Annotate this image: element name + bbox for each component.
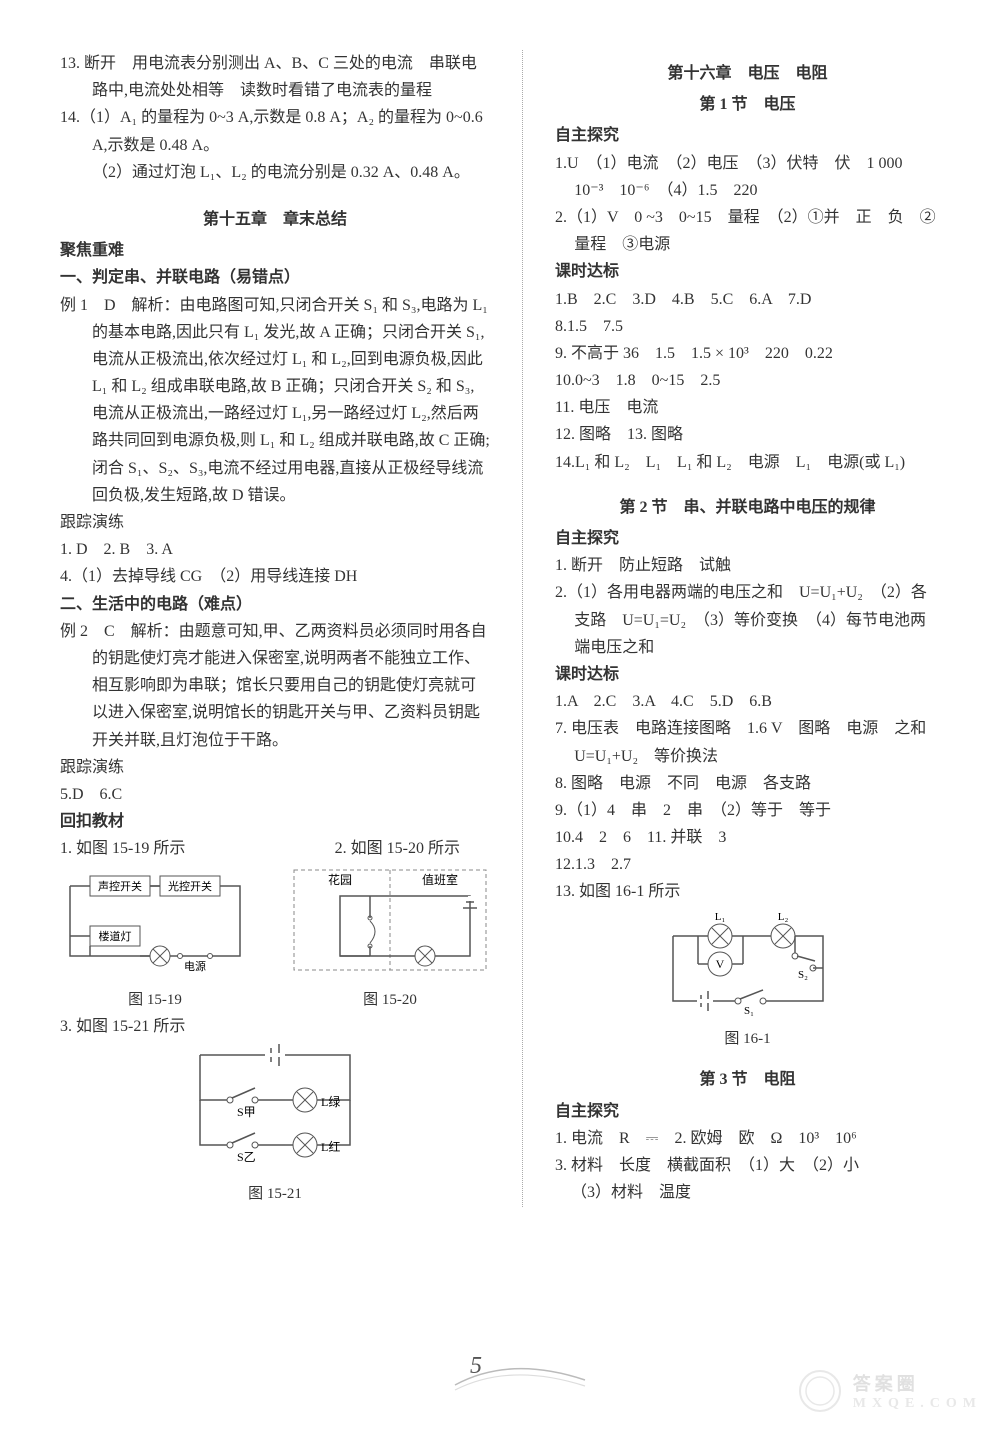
ans-5-6: 5.D 6.C — [60, 781, 490, 808]
section-2-heading: 二、生活中的电路（难点） — [60, 591, 490, 618]
label-s1: S₁ — [744, 1005, 754, 1016]
ans-1-3: 1. D 2. B 3. A — [60, 536, 490, 563]
label-s-yi: S乙 — [237, 1150, 256, 1164]
section-3-title: 第 3 节 电阻 — [555, 1066, 940, 1093]
s2-b10: 10.4 2 6 11. 并联 3 — [555, 824, 940, 851]
diagrams-row-1: 声控开关 光控开关 楼道灯 电源 图 15-19 花园 值班室 — [60, 866, 490, 1013]
label-l1: L₁ — [714, 911, 725, 923]
column-divider — [522, 50, 523, 1207]
figure-15-21: S甲 S乙 L绿 L红 图 15-21 — [185, 1040, 365, 1207]
label-l-green: L绿 — [321, 1094, 340, 1109]
s2-b12: 12.1.3 2.7 — [555, 851, 940, 878]
s1-a2: 2.（1）V 0 ~3 0~15 量程 （2）①并 正 负 ②量程 ③电源 — [555, 204, 940, 258]
s2-b7: 7. 电压表 电路连接图略 1.6 V 图略 电源 之和 U=U₁+U₂ 等价换… — [555, 715, 940, 769]
s1-b1: 1.B 2.C 3.D 4.B 5.C 6.A 7.D — [555, 286, 940, 313]
s3-a3: 3. 材料 长度 横截面积 （1）大 （2）小 — [555, 1152, 940, 1179]
ksdb-heading-2: 课时达标 — [555, 661, 940, 688]
page-swoosh-icon — [450, 1360, 590, 1396]
ans-4: 4.（1）去掉导线 CG （2）用导线连接 DH — [60, 563, 490, 590]
label-s2: S₂ — [798, 969, 808, 981]
right-column: 第十六章 电压 电阻 第 1 节 电压 自主探究 1.U （1）电流 （2）电压… — [555, 50, 940, 1207]
figure-15-20: 花园 值班室 — [290, 866, 490, 1013]
page-root: 13. 断开 用电流表分别测出 A、B、C 三处的电流 串联电路中,电流处处相等… — [0, 0, 1000, 1432]
label-voltmeter: V — [715, 957, 724, 971]
s2-a1: 1. 断开 防止短路 试触 — [555, 552, 940, 579]
s1-b10: 10.0~3 1.8 0~15 2.5 — [555, 367, 940, 394]
section-1-title: 第 1 节 电压 — [555, 91, 940, 118]
figure-16-1-wrap: V — [555, 906, 940, 1053]
s1-b14: 14.L₁ 和 L₂ L₁ L₁ 和 L₂ 电源 L₁ 电源(或 L₁) — [555, 449, 940, 476]
zztj-heading-2: 自主探究 — [555, 525, 940, 552]
s2-b13: 13. 如图 16-1 所示 — [555, 878, 940, 905]
label-duty-room: 值班室 — [422, 872, 458, 887]
fig-ref-3: 3. 如图 15-21 所示 — [60, 1013, 490, 1040]
circuit-16-1-svg: V — [663, 906, 833, 1016]
s1-b9: 9. 不高于 36 1.5 1.5 × 10³ 220 0.22 — [555, 340, 940, 367]
example-2: 例 2 C 解析：由题意可知,甲、乙两资料员必须同时用各自的钥匙使灯亮才能进入保… — [60, 618, 490, 754]
section-1-heading: 一、判定串、并联电路（易错点） — [60, 264, 490, 291]
focus-heading: 聚焦重难 — [60, 237, 490, 264]
left-column: 13. 断开 用电流表分别测出 A、B、C 三处的电流 串联电路中,电流处处相等… — [60, 50, 490, 1207]
fig-ref-2: 2. 如图 15-20 所示 — [335, 835, 460, 862]
fig-ref-1: 1. 如图 15-19 所示 — [60, 835, 185, 862]
s1-a1: 1.U （1）电流 （2）电压 （3）伏特 伏 1 000 10⁻³ 10⁻⁶ … — [555, 150, 940, 204]
s2-a2: 2.（1）各用电器两端的电压之和 U=U₁+U₂ （2）各支路 U=U₁=U₂ … — [555, 579, 940, 661]
track-practice-1: 跟踪演练 — [60, 509, 490, 536]
section-2-title: 第 2 节 串、并联电路中电压的规律 — [555, 494, 940, 521]
zztj-heading-3: 自主探究 — [555, 1098, 940, 1125]
s1-b8: 8.1.5 7.5 — [555, 313, 940, 340]
s1-b12: 12. 图略 13. 图略 — [555, 421, 940, 448]
figure-15-21-wrap: S甲 S乙 L绿 L红 图 15-21 — [60, 1040, 490, 1207]
caption-15-19: 图 15-19 — [60, 988, 250, 1014]
figure-15-19: 声控开关 光控开关 楼道灯 电源 图 15-19 — [60, 866, 250, 1013]
caption-16-1: 图 16-1 — [663, 1027, 833, 1053]
q13: 13. 断开 用电流表分别测出 A、B、C 三处的电流 串联电路中,电流处处相等… — [60, 50, 490, 104]
label-light-switch: 光控开关 — [168, 879, 212, 893]
ch16-title: 第十六章 电压 电阻 — [555, 60, 940, 87]
label-corridor-lamp: 楼道灯 — [99, 929, 132, 943]
s2-b9: 9.（1）4 串 2 串 （2）等于 等于 — [555, 797, 940, 824]
circuit-15-20-svg: 花园 值班室 — [290, 866, 490, 976]
zztj-heading-1: 自主探究 — [555, 122, 940, 149]
hkjc-heading: 回扣教材 — [60, 808, 490, 835]
watermark-bottom: MXQE.COM — [853, 1396, 982, 1412]
two-column-layout: 13. 断开 用电流表分别测出 A、B、C 三处的电流 串联电路中,电流处处相等… — [60, 50, 940, 1207]
circuit-15-21-svg: S甲 S乙 L绿 L红 — [185, 1040, 365, 1170]
s1-b11: 11. 电压 电流 — [555, 394, 940, 421]
example-1: 例 1 D 解析：由电路图可知,只闭合开关 S₁ 和 S₃,电路为 L₁ 的基本… — [60, 292, 490, 510]
track-practice-2: 跟踪演练 — [60, 754, 490, 781]
figure-16-1: V — [663, 906, 833, 1053]
label-l-red: L红 — [321, 1139, 340, 1154]
caption-15-20: 图 15-20 — [290, 988, 490, 1014]
circuit-15-19-svg: 声控开关 光控开关 楼道灯 电源 — [60, 866, 250, 976]
ch15-title: 第十五章 章末总结 — [60, 206, 490, 233]
caption-15-21: 图 15-21 — [185, 1182, 365, 1208]
s3-a1: 1. 电流 R ⎓ 2. 欧姆 欧 Ω 10³ 10⁶ — [555, 1125, 940, 1152]
label-garden: 花园 — [328, 872, 352, 887]
label-source: 电源 — [184, 959, 206, 973]
s2-b8: 8. 图略 电源 不同 电源 各支路 — [555, 770, 940, 797]
watermark: 答案圈 MXQE.COM — [797, 1368, 982, 1414]
label-l2: L₂ — [777, 911, 788, 923]
s3-a3b: （3）材料 温度 — [555, 1179, 940, 1206]
label-sound-switch: 声控开关 — [98, 879, 142, 893]
label-s-jia: S甲 — [237, 1105, 256, 1119]
watermark-seal-icon — [797, 1368, 843, 1414]
watermark-top: 答案圈 — [853, 1370, 982, 1396]
ksdb-heading-1: 课时达标 — [555, 258, 940, 285]
q14b: （2）通过灯泡 L₁、L₂ 的电流分别是 0.32 A、0.48 A。 — [60, 159, 490, 186]
s2-b1: 1.A 2.C 3.A 4.C 5.D 6.B — [555, 688, 940, 715]
q14a: 14.（1）A₁ 的量程为 0~3 A,示数是 0.8 A；A₂ 的量程为 0~… — [60, 104, 490, 158]
